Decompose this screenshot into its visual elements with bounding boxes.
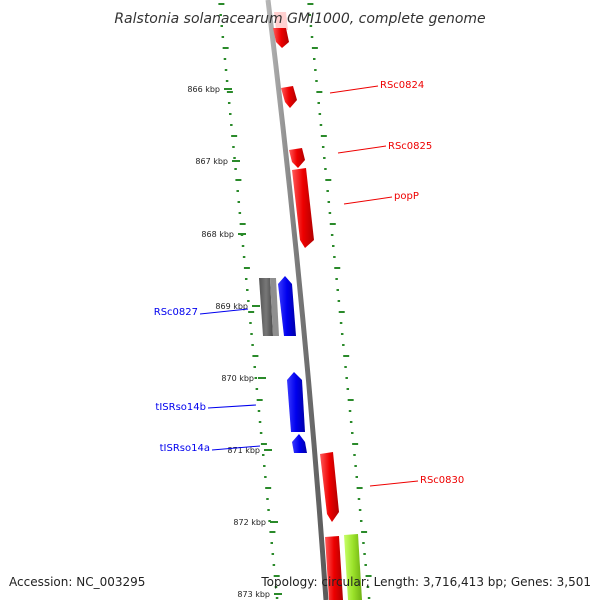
gene-arrow: [281, 86, 297, 108]
gene-leader-line: [199, 308, 249, 315]
tick-label: 867 kbp: [195, 157, 228, 166]
gene-label: RSc0830: [420, 475, 464, 486]
gene-leader-line: [207, 404, 257, 409]
gene-arrow: [344, 534, 362, 600]
gene-arrow: [292, 434, 307, 453]
gene-arrow: [278, 276, 296, 336]
tick-label: 868 kbp: [201, 230, 234, 239]
gene-features: [259, 12, 362, 600]
gene-arrow: [320, 452, 339, 522]
gene-leader-line: [343, 196, 393, 205]
gene-arrow: [292, 168, 314, 248]
gene-leader-line: [211, 445, 261, 451]
map-title: Ralstonia solanacearum GMI1000, complete…: [114, 11, 485, 27]
tick-label: 866 kbp: [187, 85, 220, 94]
gene-box: [270, 278, 279, 336]
gene-labels: RSc0824 RSc0825 popP RSc0827 tISRso14b tISRso…: [154, 80, 464, 487]
gene-label: RSc0827: [154, 307, 198, 318]
tick-label: 869 kbp: [215, 302, 248, 311]
tick-label: 871 kbp: [227, 446, 260, 455]
gene-label: tISRso14b: [155, 402, 206, 413]
accession-text: Accession: NC_003295: [9, 575, 145, 589]
genome-backbone: [265, 0, 329, 600]
gene-label: popP: [394, 191, 419, 202]
gene-arrow: [289, 148, 305, 168]
gene-leader-line: [329, 85, 379, 94]
gene-arrow: [273, 28, 289, 48]
tick-label: 872 kbp: [233, 518, 266, 527]
gene-label: RSc0825: [388, 141, 432, 152]
kbp-ticks: 866 kbp 867 kbp 868 kbp 869 kbp 870 kbp 871 k…: [187, 85, 282, 599]
gc-content-dots: [218, 3, 372, 599]
gene-leader-line: [337, 145, 387, 154]
tick-label: 873 kbp: [237, 590, 270, 599]
gene-label: tISRso14a: [160, 443, 210, 454]
gene-arrow: [287, 372, 305, 432]
gene-label: RSc0824: [380, 80, 424, 91]
gene-arrow: [325, 536, 343, 600]
topology-text: Topology: circular; Length: 3,716,413 bp…: [260, 575, 591, 589]
gene-leader-line: [369, 480, 419, 487]
tick-label: 870 kbp: [221, 374, 254, 383]
gene-box: [259, 278, 273, 336]
